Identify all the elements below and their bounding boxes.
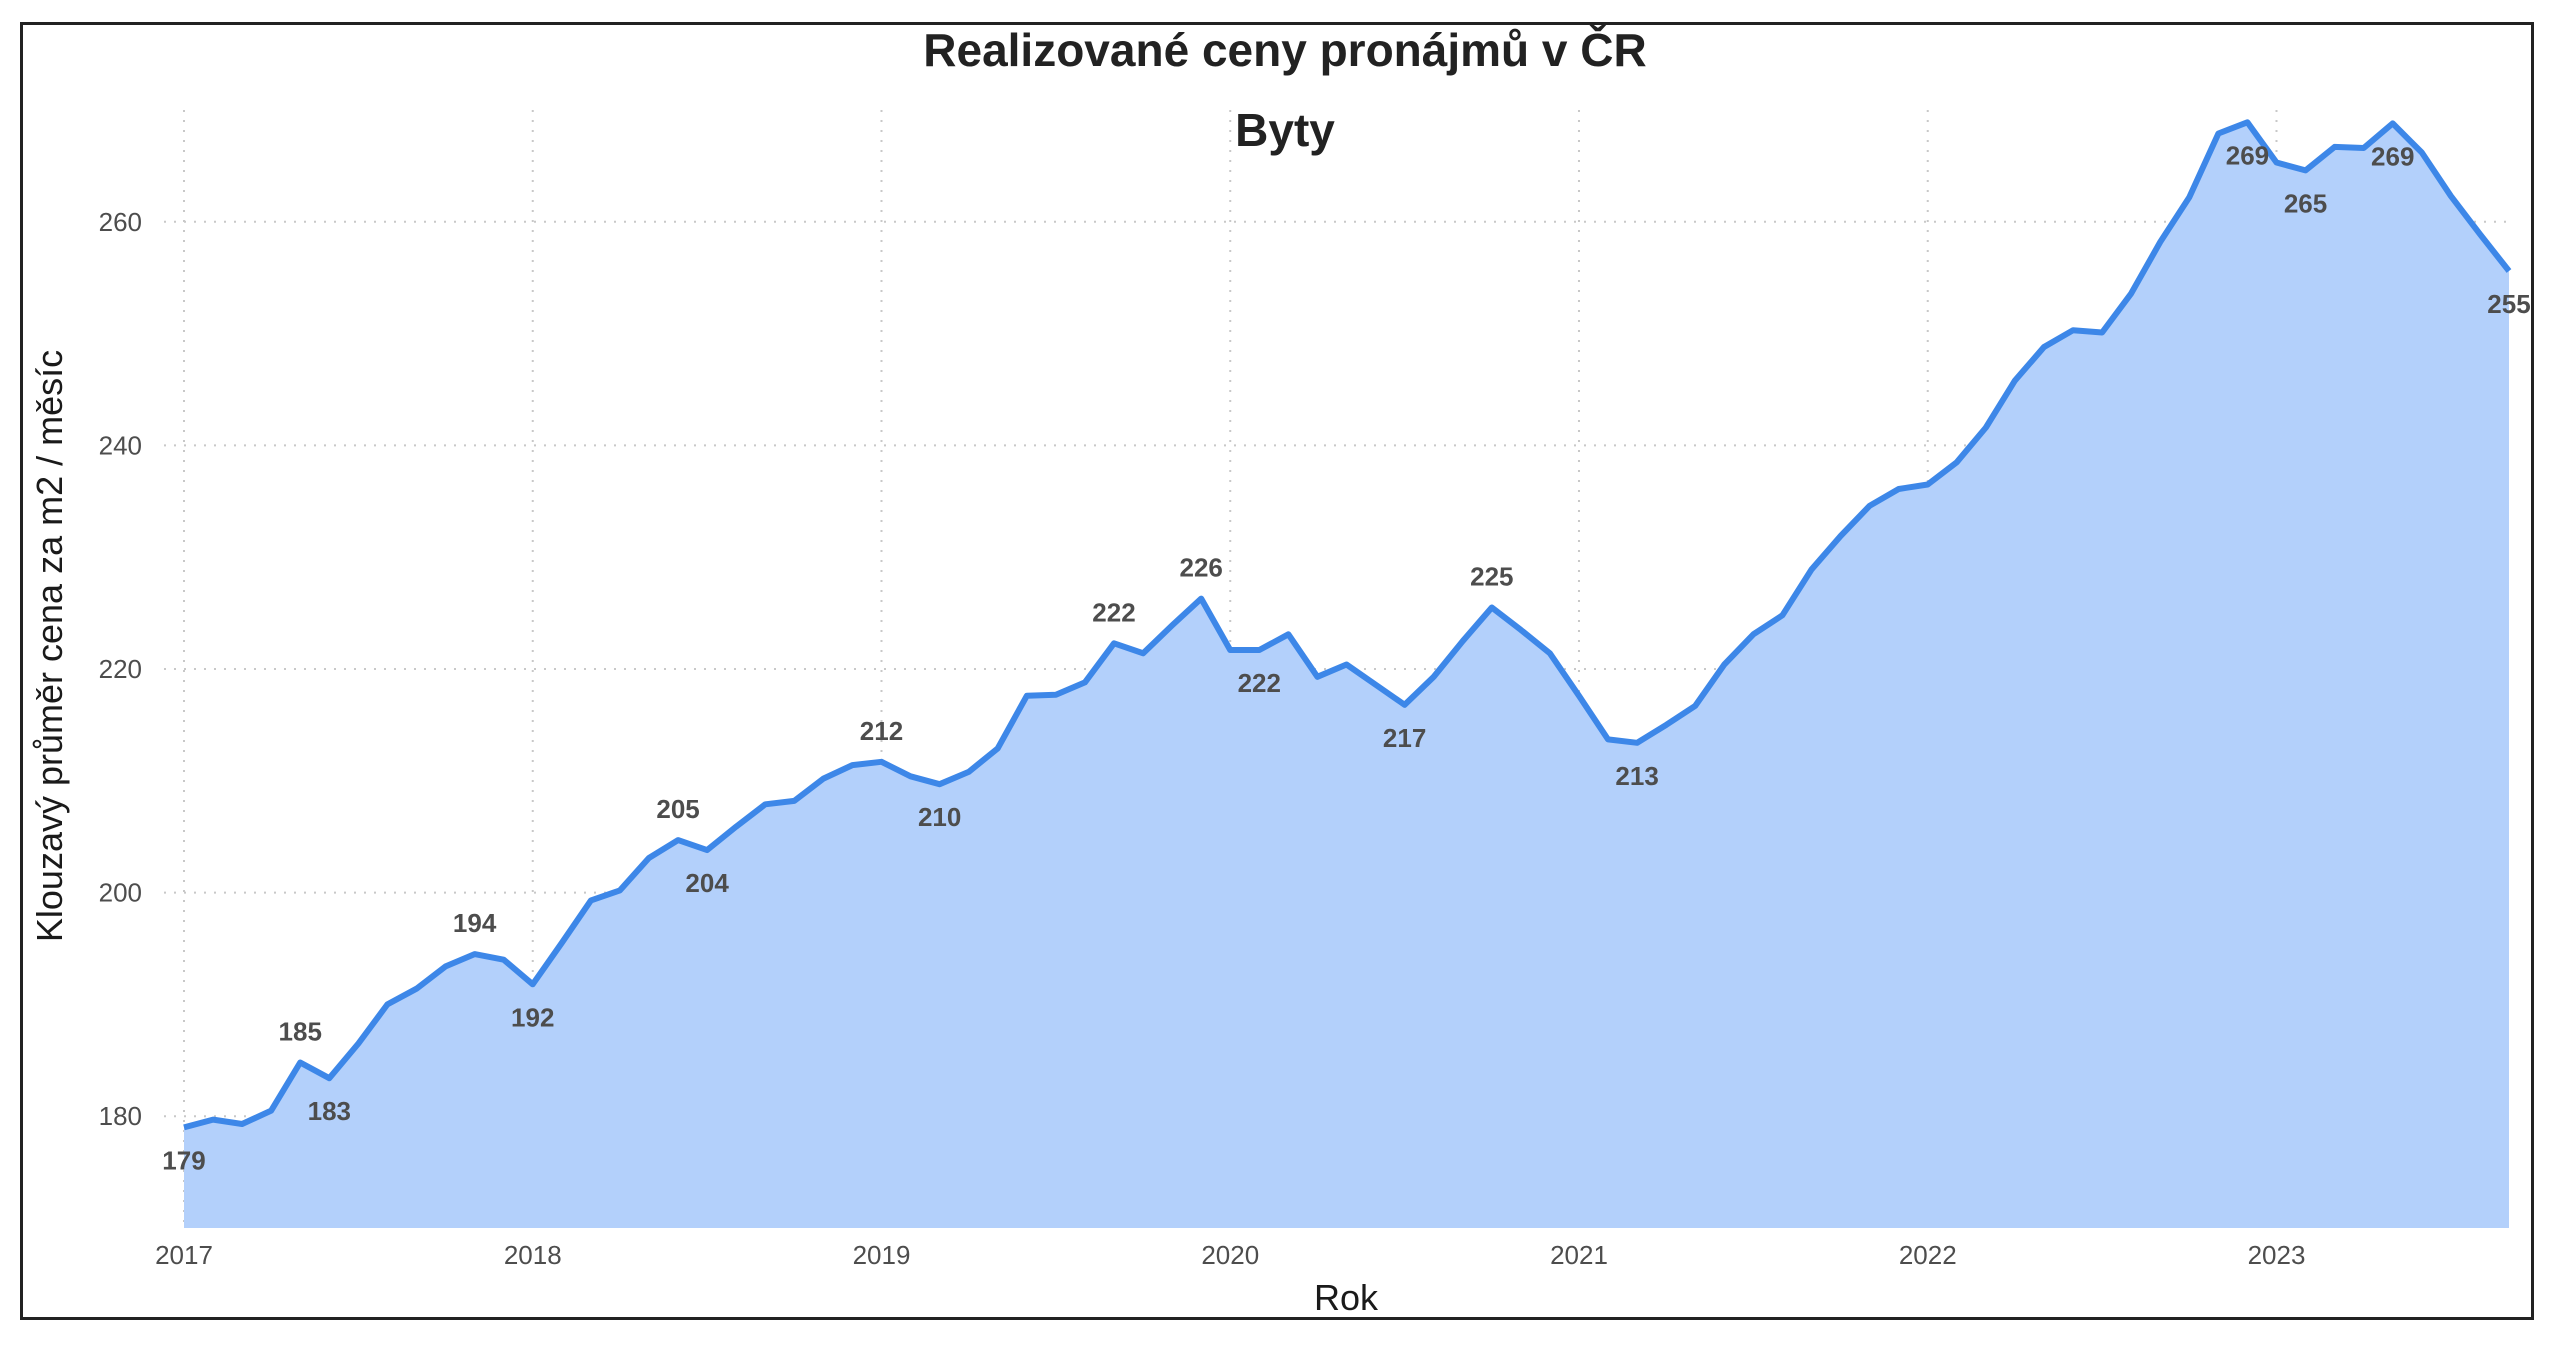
data-label: 210 [918, 802, 961, 832]
data-label: 222 [1092, 597, 1135, 627]
y-tick-label: 220 [99, 654, 142, 684]
y-tick-label: 260 [99, 207, 142, 237]
area-fill [184, 122, 2509, 1228]
data-label: 205 [656, 794, 699, 824]
data-label: 265 [2284, 188, 2327, 218]
x-tick-label: 2018 [504, 1240, 562, 1270]
tick-labels: 2017 2018 2019 2020 2021 2022 2023 180 200 220 240… [99, 207, 2306, 1270]
x-tick-label: 2019 [853, 1240, 911, 1270]
x-tick-label: 2021 [1550, 1240, 1608, 1270]
data-label: 183 [308, 1096, 351, 1126]
chart-frame [20, 22, 2534, 1320]
y-tick-label: 200 [99, 878, 142, 908]
data-label: 192 [511, 1002, 554, 1032]
data-label: 179 [162, 1145, 205, 1175]
chart-subtitle: Byty [1235, 104, 1335, 156]
data-label: 269 [2226, 140, 2269, 170]
y-tick-label: 240 [99, 430, 142, 460]
x-tick-label: 2020 [1201, 1240, 1259, 1270]
data-label: 185 [279, 1017, 322, 1047]
data-label: 217 [1383, 723, 1426, 753]
chart-title: Realizované ceny pronájmů v ČR [923, 24, 1646, 76]
data-label: 225 [1470, 562, 1513, 592]
data-label: 226 [1179, 553, 1222, 583]
x-tick-label: 2017 [155, 1240, 213, 1270]
x-tick-label: 2022 [1899, 1240, 1957, 1270]
data-label: 222 [1238, 668, 1281, 698]
x-axis-title: Rok [1314, 1277, 1379, 1318]
y-axis-title: Klouzavý průměr cena za m2 / měsíc [29, 350, 70, 942]
y-tick-label: 180 [99, 1101, 142, 1131]
x-tick-label: 2023 [2248, 1240, 2306, 1270]
data-label: 194 [453, 908, 497, 938]
data-label: 213 [1615, 761, 1658, 791]
data-labels: 179 185 183 194 192 205 204 212 210 222 226 222 217 2… [162, 140, 2530, 1175]
data-label: 269 [2371, 141, 2414, 171]
series-line [183, 119, 2512, 1131]
data-label: 212 [860, 716, 903, 746]
data-label: 255 [2487, 289, 2530, 319]
data-label: 204 [685, 868, 729, 898]
